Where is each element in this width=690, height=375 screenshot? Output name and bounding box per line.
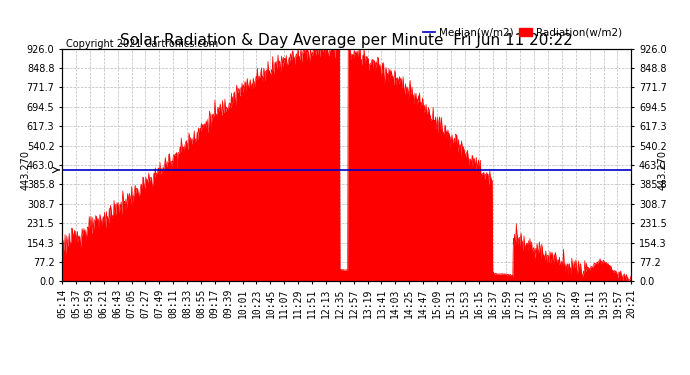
Text: Copyright 2021 Cartronics.com: Copyright 2021 Cartronics.com [66, 39, 217, 50]
Text: 443.270: 443.270 [658, 150, 668, 190]
Legend: Median(w/m2), Radiation(w/m2): Median(w/m2), Radiation(w/m2) [419, 24, 626, 42]
Title: Solar Radiation & Day Average per Minute  Fri Jun 11 20:22: Solar Radiation & Day Average per Minute… [120, 33, 573, 48]
Text: 443.270: 443.270 [20, 150, 30, 190]
